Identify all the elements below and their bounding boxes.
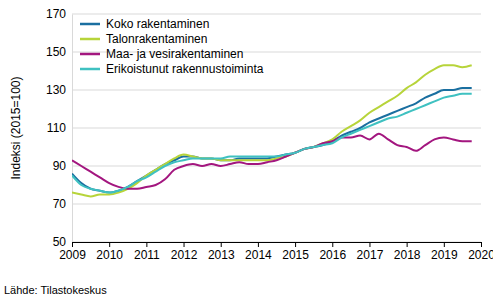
x-tick-label: 2019 [431,248,458,262]
y-axis-title: Indeksi (2015=100) [9,76,23,179]
x-tick: 2011 [134,242,160,262]
y-tick: 110 [47,121,72,135]
legend-swatch [80,23,100,26]
legend-swatch [80,38,100,41]
source-note: Lähde: Tilastokeskus [4,284,107,296]
x-tick: 2013 [208,242,235,262]
x-tick: 2015 [282,242,309,262]
x-tick-label: 2011 [134,248,160,262]
legend-label: Maa- ja vesirakentaminen [106,47,243,61]
y-tick: 170 [46,7,72,21]
x-tick: 2017 [357,242,384,262]
x-tick-mark [295,242,296,247]
legend-label: Talonrakentaminen [106,32,207,46]
legend: Koko rakentaminenTalonrakentaminenMaa- j… [80,17,264,76]
x-tick-mark [369,242,370,247]
grid-line [72,242,481,243]
y-tick-label: 70 [53,197,67,211]
x-tick-label: 2009 [59,248,86,262]
y-axis-line [72,15,73,243]
x-tick-mark [109,242,110,247]
x-tick: 2019 [431,242,458,262]
series-line [72,94,472,193]
legend-label: Erikoistunut rakennustoiminta [106,62,264,76]
y-tick: 90 [53,159,72,173]
y-tick: 150 [46,45,72,59]
x-tick-label: 2013 [208,248,235,262]
x-tick-mark [258,242,259,247]
grid [72,14,481,242]
chart-container: 5070901101301501702009201020112012201320… [0,0,493,304]
x-tick-label: 2010 [96,248,123,262]
y-tick-label: 110 [47,121,66,135]
x-tick: 2020 [468,242,493,262]
legend-item: Maa- ja vesirakentaminen [80,47,243,61]
x-tick: 2018 [394,242,421,262]
y-tick: 70 [53,197,72,211]
x-axis: 2009 2010 2011 2012 2013 2014 2015 2016 2017 2018… [59,242,493,262]
legend-item: Talonrakentaminen [80,32,207,46]
y-tick-label: 90 [53,159,67,173]
x-tick-label: 2015 [282,248,309,262]
series-line [72,88,472,193]
x-tick: 2016 [319,242,346,262]
grid-line [72,128,481,129]
grid-line [72,90,481,91]
x-tick-mark [184,242,185,247]
x-tick-label: 2012 [171,248,198,262]
x-tick-label: 2014 [245,248,272,262]
chart-svg: 5070901101301501702009201020112012201320… [0,0,493,304]
x-tick: 2012 [171,242,198,262]
x-tick-mark [146,242,147,247]
y-tick-label: 170 [46,7,66,21]
series-line [72,65,472,196]
grid-line [72,204,481,205]
legend-swatch [80,68,100,71]
x-tick-mark [221,242,222,247]
x-tick: 2009 [59,242,86,262]
x-tick-label: 2017 [357,248,384,262]
x-tick-label: 2020 [468,248,493,262]
x-tick-label: 2016 [319,248,346,262]
legend-swatch [80,53,100,56]
x-tick: 2010 [96,242,123,262]
x-tick-label: 2018 [394,248,421,262]
legend-label: Koko rakentaminen [106,17,209,31]
grid-line [72,14,481,15]
plot-area [72,65,472,196]
series-line [72,134,472,189]
x-tick-mark [332,242,333,247]
x-tick-mark [407,242,408,247]
y-tick-label: 150 [46,45,66,59]
x-tick-mark [444,242,445,247]
y-axis: 507090110130150170 [46,7,73,249]
x-tick-mark [72,242,73,247]
y-tick: 130 [46,83,72,97]
x-tick: 2014 [245,242,272,262]
legend-item: Koko rakentaminen [80,17,209,31]
legend-item: Erikoistunut rakennustoiminta [80,62,264,76]
grid-line [72,166,481,167]
x-axis-line [73,242,482,243]
y-tick-label: 130 [46,83,66,97]
x-tick-mark [481,242,482,247]
